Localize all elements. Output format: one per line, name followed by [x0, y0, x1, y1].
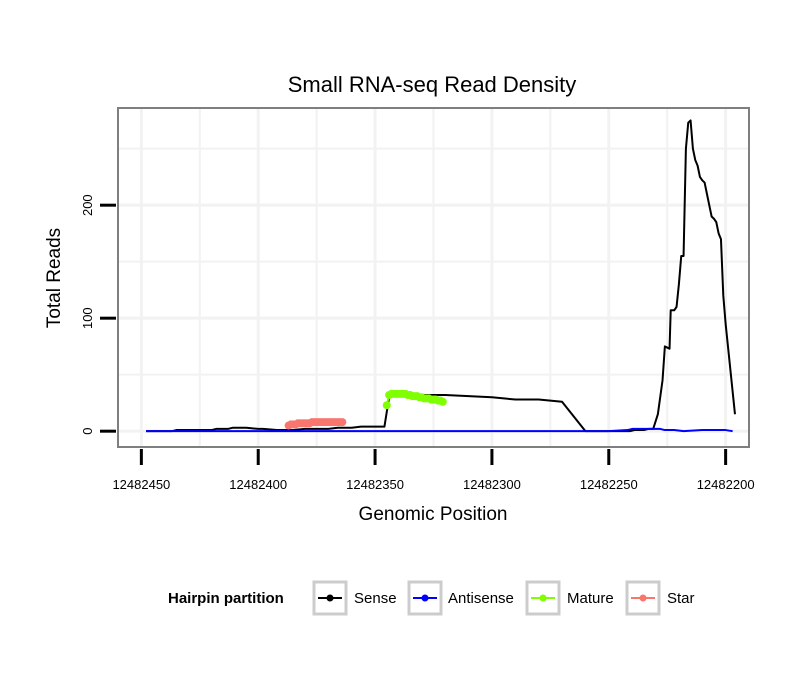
legend-item-star: Star: [625, 580, 695, 616]
y-axis: 0 100 200: [80, 194, 116, 435]
legend-item-antisense: Antisense: [407, 580, 514, 616]
y-tick-label: 100: [80, 307, 95, 329]
series-line-sense: [146, 119, 736, 433]
legend-items: Sense Antisense Mature Star: [312, 580, 695, 616]
legend-label: Star: [667, 590, 695, 607]
x-axis-label: Genomic Position: [359, 504, 508, 525]
legend-item-sense: Sense: [312, 580, 397, 616]
y-axis-label: Total Reads: [44, 228, 65, 328]
legend-key-dot: [539, 594, 547, 602]
legend-label: Sense: [354, 590, 397, 607]
series-sense: [146, 119, 736, 433]
y-tick-label: 200: [80, 194, 95, 216]
y-tick-label: 0: [80, 428, 95, 435]
chart-title: Small RNA-seq Read Density: [288, 72, 577, 97]
x-tick-label: 12482300: [463, 477, 521, 492]
legend-key-dot: [639, 594, 647, 602]
legend-title: Hairpin partition: [168, 590, 284, 607]
x-tick-label: 12482200: [697, 477, 755, 492]
series-antisense: [146, 427, 733, 433]
legend-key-dot: [421, 594, 429, 602]
series-line-antisense: [146, 427, 733, 433]
legend-item-mature: Mature: [525, 580, 614, 616]
series-star: [284, 418, 347, 430]
legend: Hairpin partition Sense Antisense Mature St…: [168, 580, 695, 616]
data-point: [438, 397, 447, 406]
legend-label: Antisense: [448, 590, 514, 607]
x-tick-label: 12482250: [580, 477, 638, 492]
series-layer: [146, 119, 736, 433]
x-axis: 12482450 12482400 12482350 12482300 12482250…: [112, 449, 755, 492]
x-tick-label: 12482450: [112, 477, 170, 492]
series-mature: [382, 389, 447, 410]
x-tick-label: 12482400: [229, 477, 287, 492]
legend-label: Mature: [567, 590, 614, 607]
data-point: [382, 401, 391, 410]
legend-key-dot: [326, 594, 334, 602]
x-tick-label: 12482350: [346, 477, 404, 492]
data-point: [338, 418, 347, 427]
panel-border: [117, 107, 750, 448]
